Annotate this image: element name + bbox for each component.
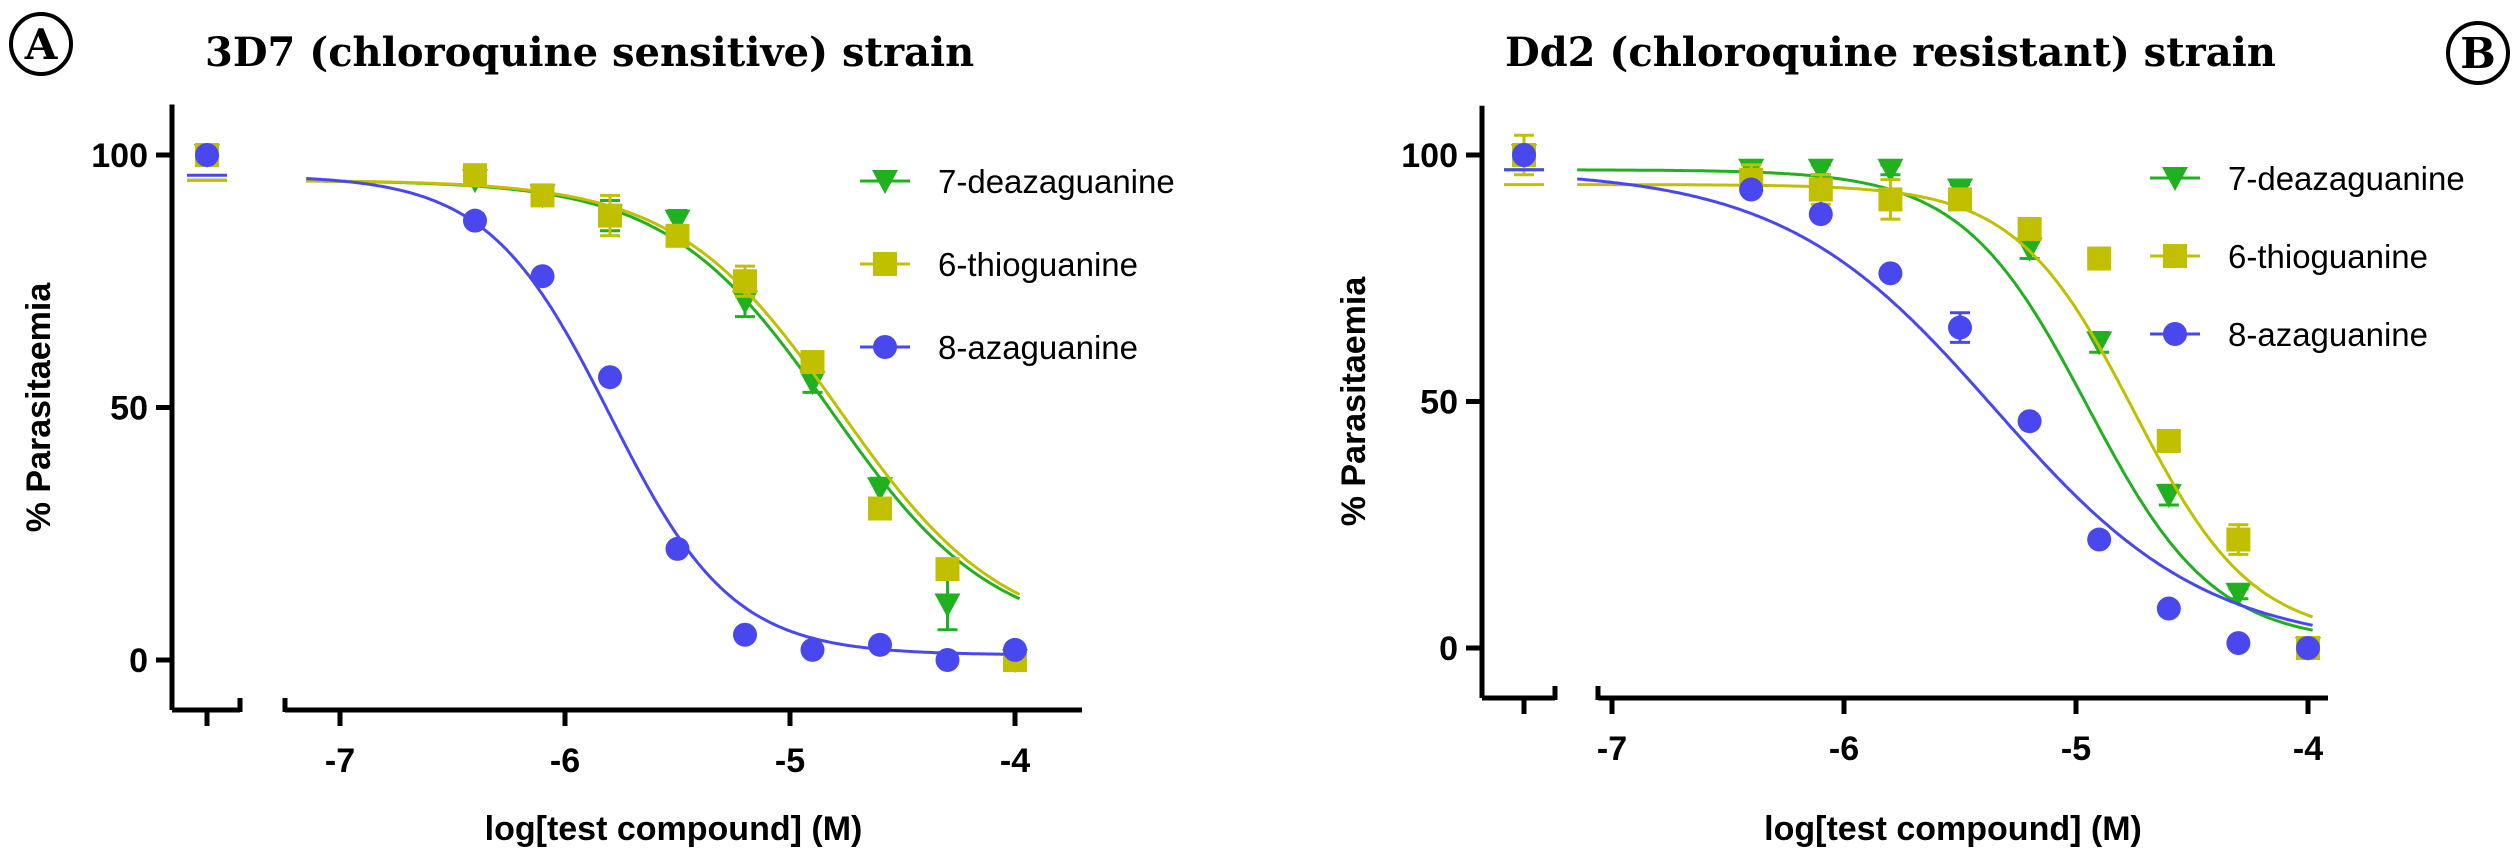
data-point (2017, 216, 2042, 241)
data-point (935, 557, 960, 582)
data-point (1878, 261, 1903, 286)
series-6-thioguanine: 6-thioguanine (1504, 133, 2428, 660)
x-tick-label: -7 (325, 742, 355, 780)
y-tick-label: 0 (1439, 630, 1458, 668)
series-6-thioguanine: 6-thioguanine (187, 143, 1138, 672)
legend-label: 8-azaguanine (2228, 316, 2428, 353)
data-point (733, 622, 757, 647)
data-point (868, 496, 892, 521)
x-tick-label: -4 (1000, 742, 1030, 780)
data-point (2226, 527, 2251, 552)
series-7-deazaguanine: 7-deazaguanine (187, 144, 1175, 673)
legend-marker (872, 170, 898, 194)
legend-marker (2163, 322, 2187, 346)
y-tick-label: 50 (1420, 384, 1458, 422)
data-point (800, 350, 825, 375)
legend-label: 7-deazaguanine (2228, 160, 2465, 197)
y-tick-label: 100 (91, 137, 148, 175)
x-tick-label: -5 (775, 742, 805, 780)
control-point (1512, 143, 1536, 167)
data-point (868, 632, 892, 657)
data-point (1877, 158, 1904, 183)
data-point (1948, 315, 1972, 340)
data-point (2087, 246, 2112, 271)
panel-b-letter-circle (2446, 21, 2510, 85)
x-tick-label: -5 (2061, 730, 2091, 768)
data-point (665, 536, 690, 561)
data-point (1948, 187, 1972, 212)
fit-curve (1577, 168, 2313, 632)
panel-b-title: Dd2 (chloroquine resistant) strain (1505, 29, 2276, 76)
data-point (2296, 636, 2320, 660)
data-point (799, 371, 826, 396)
data-point (598, 203, 622, 228)
data-point (1808, 202, 1833, 227)
panel-b: B Dd2 (chloroquine resistant) strain 0 50… (1335, 21, 2510, 848)
legend-marker (2163, 244, 2187, 268)
y-axis-label: % Parasitaemia (1335, 276, 1373, 527)
y-axis-label: % Parasitaemia (20, 282, 58, 533)
legend-label: 8-azaguanine (938, 329, 1138, 366)
data-point (530, 264, 555, 289)
data-point (1878, 187, 1903, 212)
data-point (934, 593, 961, 618)
data-point (2087, 527, 2112, 552)
data-point (2226, 631, 2251, 656)
fit-curve (306, 177, 1020, 656)
data-point (664, 209, 691, 234)
data-point (1739, 177, 1764, 202)
data-point (2017, 409, 2042, 434)
panel-a: A 3D7 (chloroquine sensitive) strain 0 50… (9, 12, 1175, 848)
legend-marker (873, 335, 897, 359)
data-point (1807, 158, 1834, 183)
control-point (195, 143, 219, 167)
x-axis-label: log[test compound] (M) (485, 810, 863, 848)
y-tick-label: 0 (129, 642, 148, 680)
legend-label: 6-thioguanine (938, 246, 1138, 283)
panel-a-plot: 0 50 100 -7 -6 -5 -4 log[test compound] (M) % Pa… (20, 104, 1175, 848)
x-tick-label: -6 (550, 742, 580, 780)
data-point (867, 477, 893, 502)
y-tick-label: 50 (110, 390, 148, 428)
data-point (530, 183, 555, 208)
series-7-deazaguanine: 7-deazaguanine (1504, 144, 2465, 661)
x-tick-label: -4 (2293, 730, 2323, 768)
fit-curve (1577, 183, 2314, 619)
panel-b-letter: B (2460, 29, 2496, 78)
data-point (598, 365, 622, 390)
legend-marker (873, 252, 897, 276)
data-point (463, 208, 487, 233)
legend-marker (2162, 167, 2188, 191)
x-tick-label: -6 (1829, 730, 1859, 768)
panel-a-title: 3D7 (chloroquine sensitive) strain (205, 29, 974, 76)
y-tick-label: 100 (1401, 137, 1458, 175)
data-point (1003, 637, 1027, 662)
panel-a-letter-circle (9, 12, 73, 76)
data-point (800, 637, 825, 662)
fit-curve (1577, 177, 2313, 627)
fit-curve (306, 179, 1021, 596)
panel-a-letter: A (24, 20, 59, 69)
data-point (463, 163, 487, 188)
data-point (1808, 177, 1833, 202)
data-point (935, 648, 960, 672)
data-point (665, 223, 690, 248)
legend-label: 6-thioguanine (2228, 238, 2428, 275)
data-point (733, 269, 757, 294)
series-8-azaguanine: 8-azaguanine (187, 143, 1138, 672)
data-point (2156, 428, 2181, 453)
legend-label: 7-deazaguanine (938, 163, 1175, 200)
x-axis-label: log[test compound] (M) (1764, 810, 2142, 848)
x-tick-label: -7 (1597, 730, 1627, 768)
data-point (2225, 582, 2252, 607)
fit-curve (306, 179, 1021, 601)
panel-b-plot: 0 50 100 -7 -6 -5 -4 log[test compound] (M) % Pa… (1335, 105, 2465, 848)
series-8-azaguanine: 8-azaguanine (1504, 143, 2428, 660)
data-point (2156, 596, 2181, 621)
